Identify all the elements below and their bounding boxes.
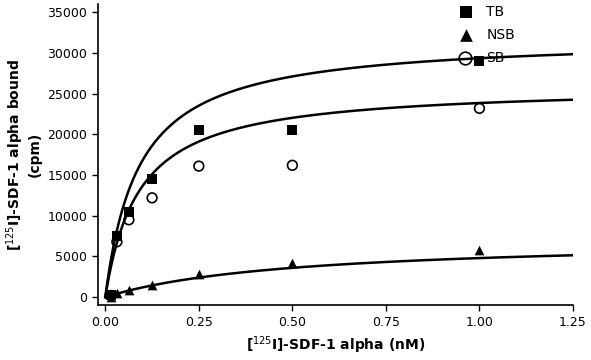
TB [288,127,297,133]
NSB [124,287,134,293]
SB [475,105,484,111]
SB [124,217,134,223]
Legend: TB, NSB, SB: TB, NSB, SB [452,5,515,65]
TB [112,233,122,239]
TB [194,127,203,133]
SB [112,239,122,245]
NSB [194,271,203,277]
NSB [147,282,157,288]
SB [106,293,116,298]
TB [147,176,157,182]
TB [106,292,116,298]
X-axis label: [$^{125}$I]-SDF-1 alpha (nM): [$^{125}$I]-SDF-1 alpha (nM) [246,334,425,356]
TB [124,209,134,215]
SB [194,163,203,169]
TB [475,58,484,64]
NSB [106,294,116,300]
SB [147,195,157,201]
SB [288,162,297,168]
NSB [112,290,122,296]
Y-axis label: [$^{125}$I]-SDF-1 alpha bound
(cpm): [$^{125}$I]-SDF-1 alpha bound (cpm) [4,59,42,251]
NSB [288,260,297,266]
NSB [475,247,484,253]
